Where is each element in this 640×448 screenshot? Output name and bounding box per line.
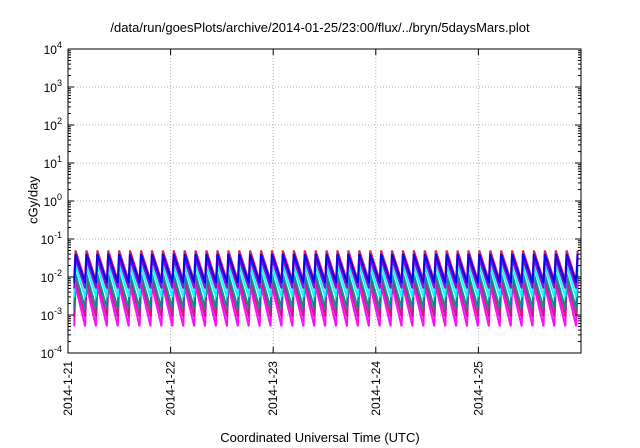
y-tick-label: 10-2	[41, 268, 62, 285]
y-tick-label: 100	[44, 192, 62, 209]
x-axis-label: Coordinated Universal Time (UTC)	[220, 430, 420, 445]
x-tick-label: 2014-1-23	[266, 361, 280, 416]
x-tick-label: 2014-1-25	[471, 361, 485, 416]
series-line	[73, 253, 579, 284]
y-tick-label: 10-4	[41, 344, 62, 361]
y-tick-label: 10-3	[41, 306, 62, 323]
chart-title: /data/run/goesPlots/archive/2014-01-25/2…	[110, 20, 530, 35]
y-tick-label: 103	[44, 78, 62, 95]
y-tick-label: 102	[44, 116, 62, 133]
x-tick-label: 2014-1-22	[164, 361, 178, 416]
axis-ticks: 10-4 10-3 10-2 10-1 100 101 102 103 104 2014-1-21…	[41, 40, 581, 416]
series-group	[73, 250, 579, 327]
y-tick-label: 101	[44, 154, 62, 171]
x-tick-label: 2014-1-21	[61, 361, 75, 416]
y-axis-label: cGy/day	[25, 176, 41, 224]
y-tick-label: 104	[44, 40, 62, 57]
y-tick-label: 10-1	[41, 230, 62, 247]
x-tick-label: 2014-1-24	[369, 361, 383, 416]
